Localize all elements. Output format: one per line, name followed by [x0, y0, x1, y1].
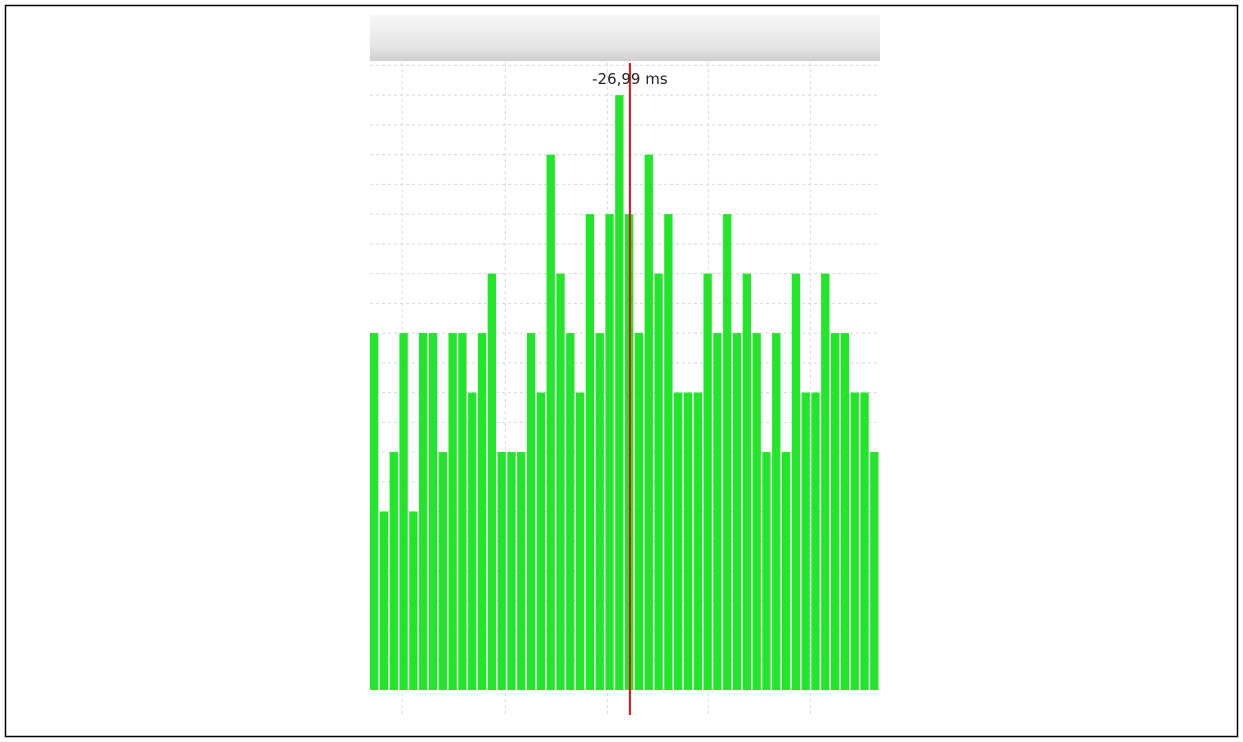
bar: [830, 333, 840, 691]
bar: [683, 392, 693, 691]
bar: [732, 333, 742, 691]
bar: [703, 273, 712, 691]
bar: [615, 95, 624, 691]
plot: -26,99 ms: [370, 63, 880, 715]
bar: [664, 214, 673, 691]
bar: [468, 392, 477, 691]
bar: [801, 392, 810, 691]
bar: [487, 273, 496, 691]
bar: [409, 511, 418, 691]
cursor-label: -26,99 ms: [592, 70, 668, 88]
bar: [497, 452, 506, 691]
bar: [850, 392, 859, 691]
bar: [674, 392, 683, 691]
bar: [428, 333, 438, 691]
bar: [526, 333, 536, 691]
bar: [713, 333, 722, 691]
bar: [585, 214, 595, 691]
bar: [821, 273, 830, 691]
bar: [536, 392, 546, 691]
bar: [781, 452, 791, 691]
bar: [448, 333, 457, 691]
bar: [654, 273, 663, 691]
bar: [752, 333, 761, 691]
toolbar: [370, 15, 880, 61]
bar: [507, 452, 516, 691]
bar: [762, 452, 771, 691]
bar: [517, 452, 526, 691]
bar: [556, 273, 565, 691]
bar: [566, 333, 575, 691]
bar: [399, 333, 408, 691]
bar: [811, 392, 820, 691]
bar: [742, 273, 751, 691]
bar: [791, 273, 801, 691]
bar: [693, 392, 702, 691]
bar: [634, 333, 644, 691]
bar: [379, 511, 389, 691]
bar: [438, 452, 447, 691]
bar: [870, 452, 879, 691]
bar: [644, 154, 653, 691]
bar: [605, 214, 614, 691]
bar: [458, 333, 467, 691]
bar: [419, 333, 428, 691]
bar: [860, 392, 869, 691]
bar: [389, 452, 398, 691]
bar: [840, 333, 850, 691]
bar: [370, 333, 379, 691]
bar: [477, 333, 487, 691]
bar: [546, 154, 555, 691]
bar: [575, 392, 585, 691]
bar: [723, 214, 732, 691]
bar: [772, 333, 781, 691]
bar: [595, 333, 604, 691]
